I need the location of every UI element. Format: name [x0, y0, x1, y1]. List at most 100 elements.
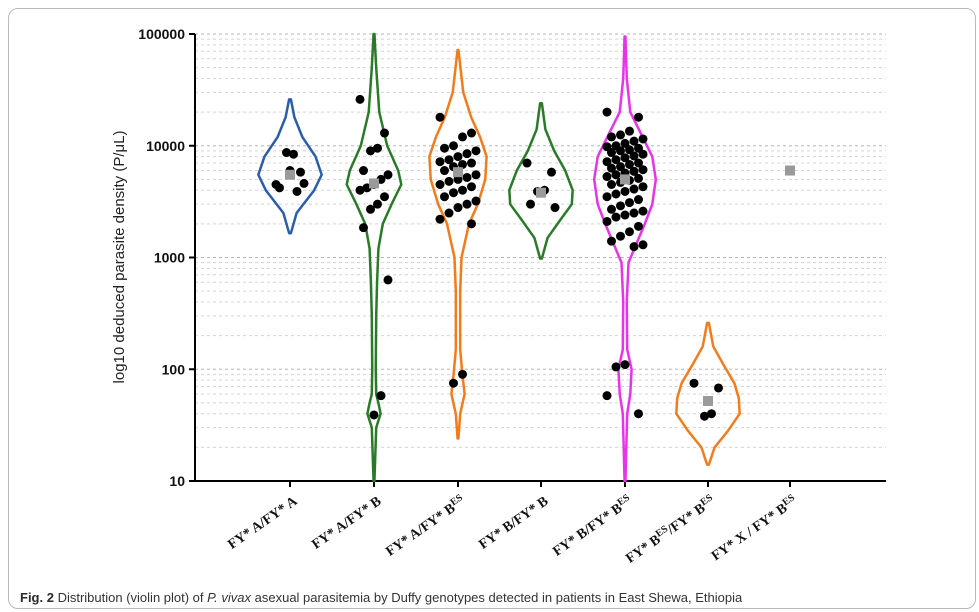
data-point — [625, 198, 634, 208]
data-point — [607, 148, 616, 158]
x-tick-label: FY* BES/FY* BES — [622, 492, 719, 567]
caption-label: Fig. 2 — [20, 590, 54, 605]
x-tick-label: FY* A/FY* B — [309, 494, 384, 553]
data-point — [616, 146, 625, 156]
data-point — [638, 240, 648, 250]
data-point — [467, 158, 476, 168]
data-point — [383, 170, 393, 180]
data-point — [471, 146, 481, 156]
data-point — [458, 159, 467, 169]
data-point — [620, 186, 630, 196]
y-tick-label: 100000 — [138, 26, 185, 42]
data-point — [616, 162, 625, 172]
data-point — [462, 172, 472, 182]
data-point — [462, 149, 472, 159]
data-point — [634, 195, 643, 205]
data-point — [620, 153, 630, 163]
data-point — [629, 151, 639, 161]
data-point — [471, 196, 481, 206]
data-point — [625, 126, 634, 136]
data-point — [611, 212, 621, 222]
data-point — [453, 203, 463, 213]
data-point — [458, 369, 467, 379]
data-point — [444, 208, 454, 218]
data-point — [458, 132, 467, 142]
caption-italic: P. vivax — [207, 590, 251, 605]
data-point — [299, 178, 309, 188]
data-point — [620, 210, 630, 220]
data-point — [629, 136, 639, 146]
median-marker — [453, 167, 463, 178]
data-point — [602, 172, 612, 182]
data-point — [638, 206, 648, 216]
data-point — [435, 180, 445, 190]
data-point — [620, 360, 630, 370]
median-marker — [536, 187, 546, 198]
data-point — [435, 157, 445, 167]
data-point — [449, 378, 458, 388]
x-tick-label: FY* B/FY* BES — [549, 492, 636, 560]
data-point — [359, 166, 368, 176]
y-axis-label: log10 deduced parasite density (P/μL) — [111, 131, 128, 384]
data-point — [629, 208, 639, 218]
data-point — [607, 163, 616, 173]
caption-text-before: Distribution (violin plot) of — [57, 590, 204, 605]
data-point — [522, 158, 532, 168]
median-marker — [785, 165, 795, 176]
data-point — [547, 167, 556, 177]
y-tick-label: 10 — [169, 473, 185, 489]
data-point — [380, 128, 389, 138]
data-point — [435, 112, 445, 122]
data-point — [629, 184, 639, 194]
data-point — [467, 128, 476, 138]
data-point — [611, 189, 621, 199]
x-tick-label: FY* B/FY* B — [476, 494, 551, 553]
data-point — [296, 167, 305, 177]
data-point — [611, 170, 621, 180]
data-point — [440, 192, 449, 202]
y-tick-label: 100 — [162, 361, 186, 377]
data-point — [611, 362, 621, 372]
x-tick-labels: FY* A/FY* A FY* A/FY* B FY* A/FY* BES FY* B… — [225, 492, 801, 567]
data-point — [634, 173, 643, 183]
data-point — [638, 182, 648, 192]
caption-text-after: asexual parasitemia by Duffy genotypes d… — [254, 590, 743, 605]
data-point — [602, 216, 612, 226]
data-point — [369, 410, 379, 420]
data-point — [366, 146, 375, 156]
data-point — [449, 141, 458, 151]
data-point — [629, 242, 639, 252]
data-point — [689, 378, 699, 388]
data-point — [526, 199, 535, 209]
data-point — [634, 158, 643, 168]
data-point — [634, 409, 643, 419]
data-point — [611, 155, 621, 165]
violin-outline — [345, 32, 403, 483]
data-point — [550, 203, 560, 213]
data-point — [602, 391, 612, 401]
data-point — [440, 166, 449, 176]
violin-outline — [675, 321, 741, 466]
data-point — [373, 199, 382, 209]
data-point — [607, 236, 616, 246]
data-point — [625, 145, 634, 155]
data-point — [607, 204, 616, 214]
data-point — [467, 219, 476, 229]
median-marker — [369, 178, 379, 189]
axes: 10 100 1000 10000 100000 — [138, 26, 886, 489]
data-point — [376, 391, 386, 401]
figure-frame — [8, 8, 976, 609]
violin-outline — [592, 35, 658, 483]
data-point — [625, 227, 634, 237]
data-point — [471, 170, 481, 180]
violin-outline — [428, 48, 488, 440]
x-tick-label: FY* A/FY* BES — [382, 492, 469, 560]
data-point — [634, 112, 643, 122]
data-point — [638, 165, 648, 175]
x-tick-label: FY* X / FY* BES — [708, 492, 801, 564]
data-point — [700, 411, 709, 421]
data-point — [607, 132, 616, 142]
data-point — [625, 159, 634, 169]
data-point — [383, 275, 393, 285]
